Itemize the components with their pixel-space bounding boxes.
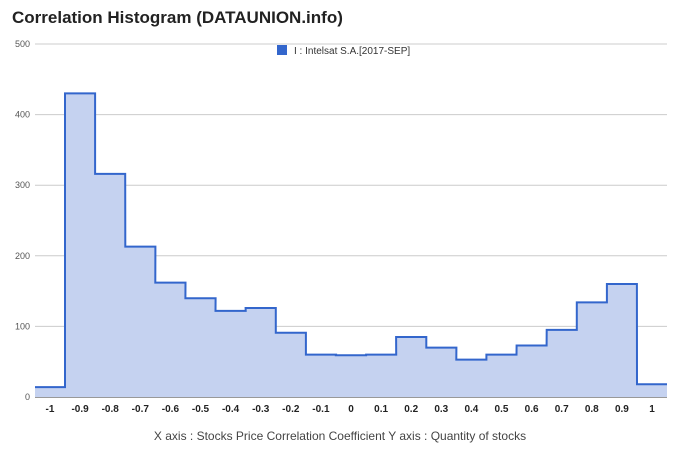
x-tick-label: -0.6 bbox=[162, 404, 180, 415]
x-tick-label: -0.1 bbox=[312, 404, 330, 415]
x-tick-label: 0.5 bbox=[495, 404, 509, 415]
x-tick-label: 0.9 bbox=[615, 404, 629, 415]
x-tick-label: -0.5 bbox=[192, 404, 210, 415]
y-tick-label: 0 bbox=[25, 392, 30, 402]
x-tick-label: 0.6 bbox=[525, 404, 539, 415]
histogram-bin bbox=[517, 345, 547, 397]
legend-label: I : Intelsat S.A.[2017-SEP] bbox=[294, 46, 410, 57]
chart-title: Correlation Histogram (DATAUNION.info) bbox=[12, 8, 343, 27]
x-tick-label: 0.2 bbox=[404, 404, 418, 415]
y-tick-label: 400 bbox=[15, 110, 30, 120]
x-tick-label: -0.4 bbox=[222, 404, 240, 415]
y-tick-label: 100 bbox=[15, 321, 30, 331]
x-tick-label: 0 bbox=[348, 404, 354, 415]
histogram-bin bbox=[246, 308, 276, 397]
x-tick-label: 0.4 bbox=[464, 404, 478, 415]
x-tick-label: -0.2 bbox=[282, 404, 300, 415]
histogram-bin bbox=[366, 355, 396, 397]
y-axis: 0 100 200 300 400 500 bbox=[15, 39, 30, 402]
histogram-bin bbox=[125, 247, 155, 397]
histogram-bin bbox=[306, 355, 336, 397]
histogram-bin bbox=[456, 360, 486, 397]
histogram-bin bbox=[216, 311, 246, 397]
x-tick-label: -0.3 bbox=[252, 404, 270, 415]
histogram-bin bbox=[65, 93, 95, 397]
x-tick-label: 1 bbox=[649, 404, 655, 415]
y-tick-label: 300 bbox=[15, 180, 30, 190]
x-tick-label: 0.1 bbox=[374, 404, 388, 415]
histogram-line bbox=[35, 92, 667, 389]
y-tick-label: 200 bbox=[15, 251, 30, 261]
x-tick-label: 0.8 bbox=[585, 404, 599, 415]
histogram-bin bbox=[577, 302, 607, 397]
histogram-bin bbox=[396, 337, 426, 397]
x-tick-label: -0.7 bbox=[132, 404, 150, 415]
histogram-bin bbox=[95, 174, 125, 397]
histogram-fill bbox=[35, 93, 667, 398]
histogram-bin bbox=[185, 298, 215, 397]
legend-swatch bbox=[277, 45, 287, 55]
histogram-bin bbox=[155, 283, 185, 397]
histogram-bin bbox=[35, 387, 65, 397]
x-tick-label: -0.8 bbox=[102, 404, 120, 415]
histogram-bin bbox=[276, 333, 306, 397]
histogram-bin bbox=[486, 355, 516, 397]
x-tick-label: 0.3 bbox=[434, 404, 448, 415]
histogram-bin bbox=[426, 348, 456, 397]
y-tick-label: 500 bbox=[15, 39, 30, 49]
x-tick-label: 0.7 bbox=[555, 404, 569, 415]
histogram-bin bbox=[607, 284, 637, 397]
x-tick-label: -1 bbox=[46, 404, 55, 415]
histogram-bin bbox=[547, 330, 577, 397]
legend[interactable]: I : Intelsat S.A.[2017-SEP] bbox=[277, 45, 410, 57]
x-tick-label: -0.9 bbox=[71, 404, 89, 415]
axis-caption: X axis : Stocks Price Correlation Coeffi… bbox=[153, 429, 527, 443]
x-axis: -1 -0.9 -0.8 -0.7 -0.6 -0.5 -0.4 -0.3 -0.2 -0.1 0 0… bbox=[46, 404, 656, 415]
histogram-bin bbox=[336, 355, 366, 397]
histogram-bin bbox=[637, 384, 667, 397]
histogram-area bbox=[35, 92, 667, 398]
